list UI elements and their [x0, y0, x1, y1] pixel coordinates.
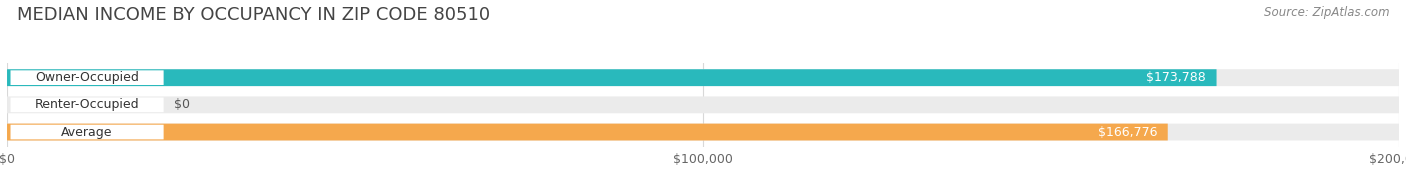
FancyBboxPatch shape	[7, 69, 1399, 86]
FancyBboxPatch shape	[10, 70, 163, 85]
FancyBboxPatch shape	[7, 96, 1399, 113]
Text: $0: $0	[174, 98, 190, 111]
Text: Average: Average	[62, 126, 112, 139]
FancyBboxPatch shape	[7, 124, 1168, 141]
Text: $173,788: $173,788	[1146, 71, 1206, 84]
FancyBboxPatch shape	[7, 69, 1216, 86]
Text: Renter-Occupied: Renter-Occupied	[35, 98, 139, 111]
Text: MEDIAN INCOME BY OCCUPANCY IN ZIP CODE 80510: MEDIAN INCOME BY OCCUPANCY IN ZIP CODE 8…	[17, 6, 491, 24]
FancyBboxPatch shape	[10, 125, 163, 139]
Text: $166,776: $166,776	[1098, 126, 1157, 139]
Text: Source: ZipAtlas.com: Source: ZipAtlas.com	[1264, 6, 1389, 19]
FancyBboxPatch shape	[7, 124, 1399, 141]
Text: Owner-Occupied: Owner-Occupied	[35, 71, 139, 84]
FancyBboxPatch shape	[10, 98, 163, 112]
